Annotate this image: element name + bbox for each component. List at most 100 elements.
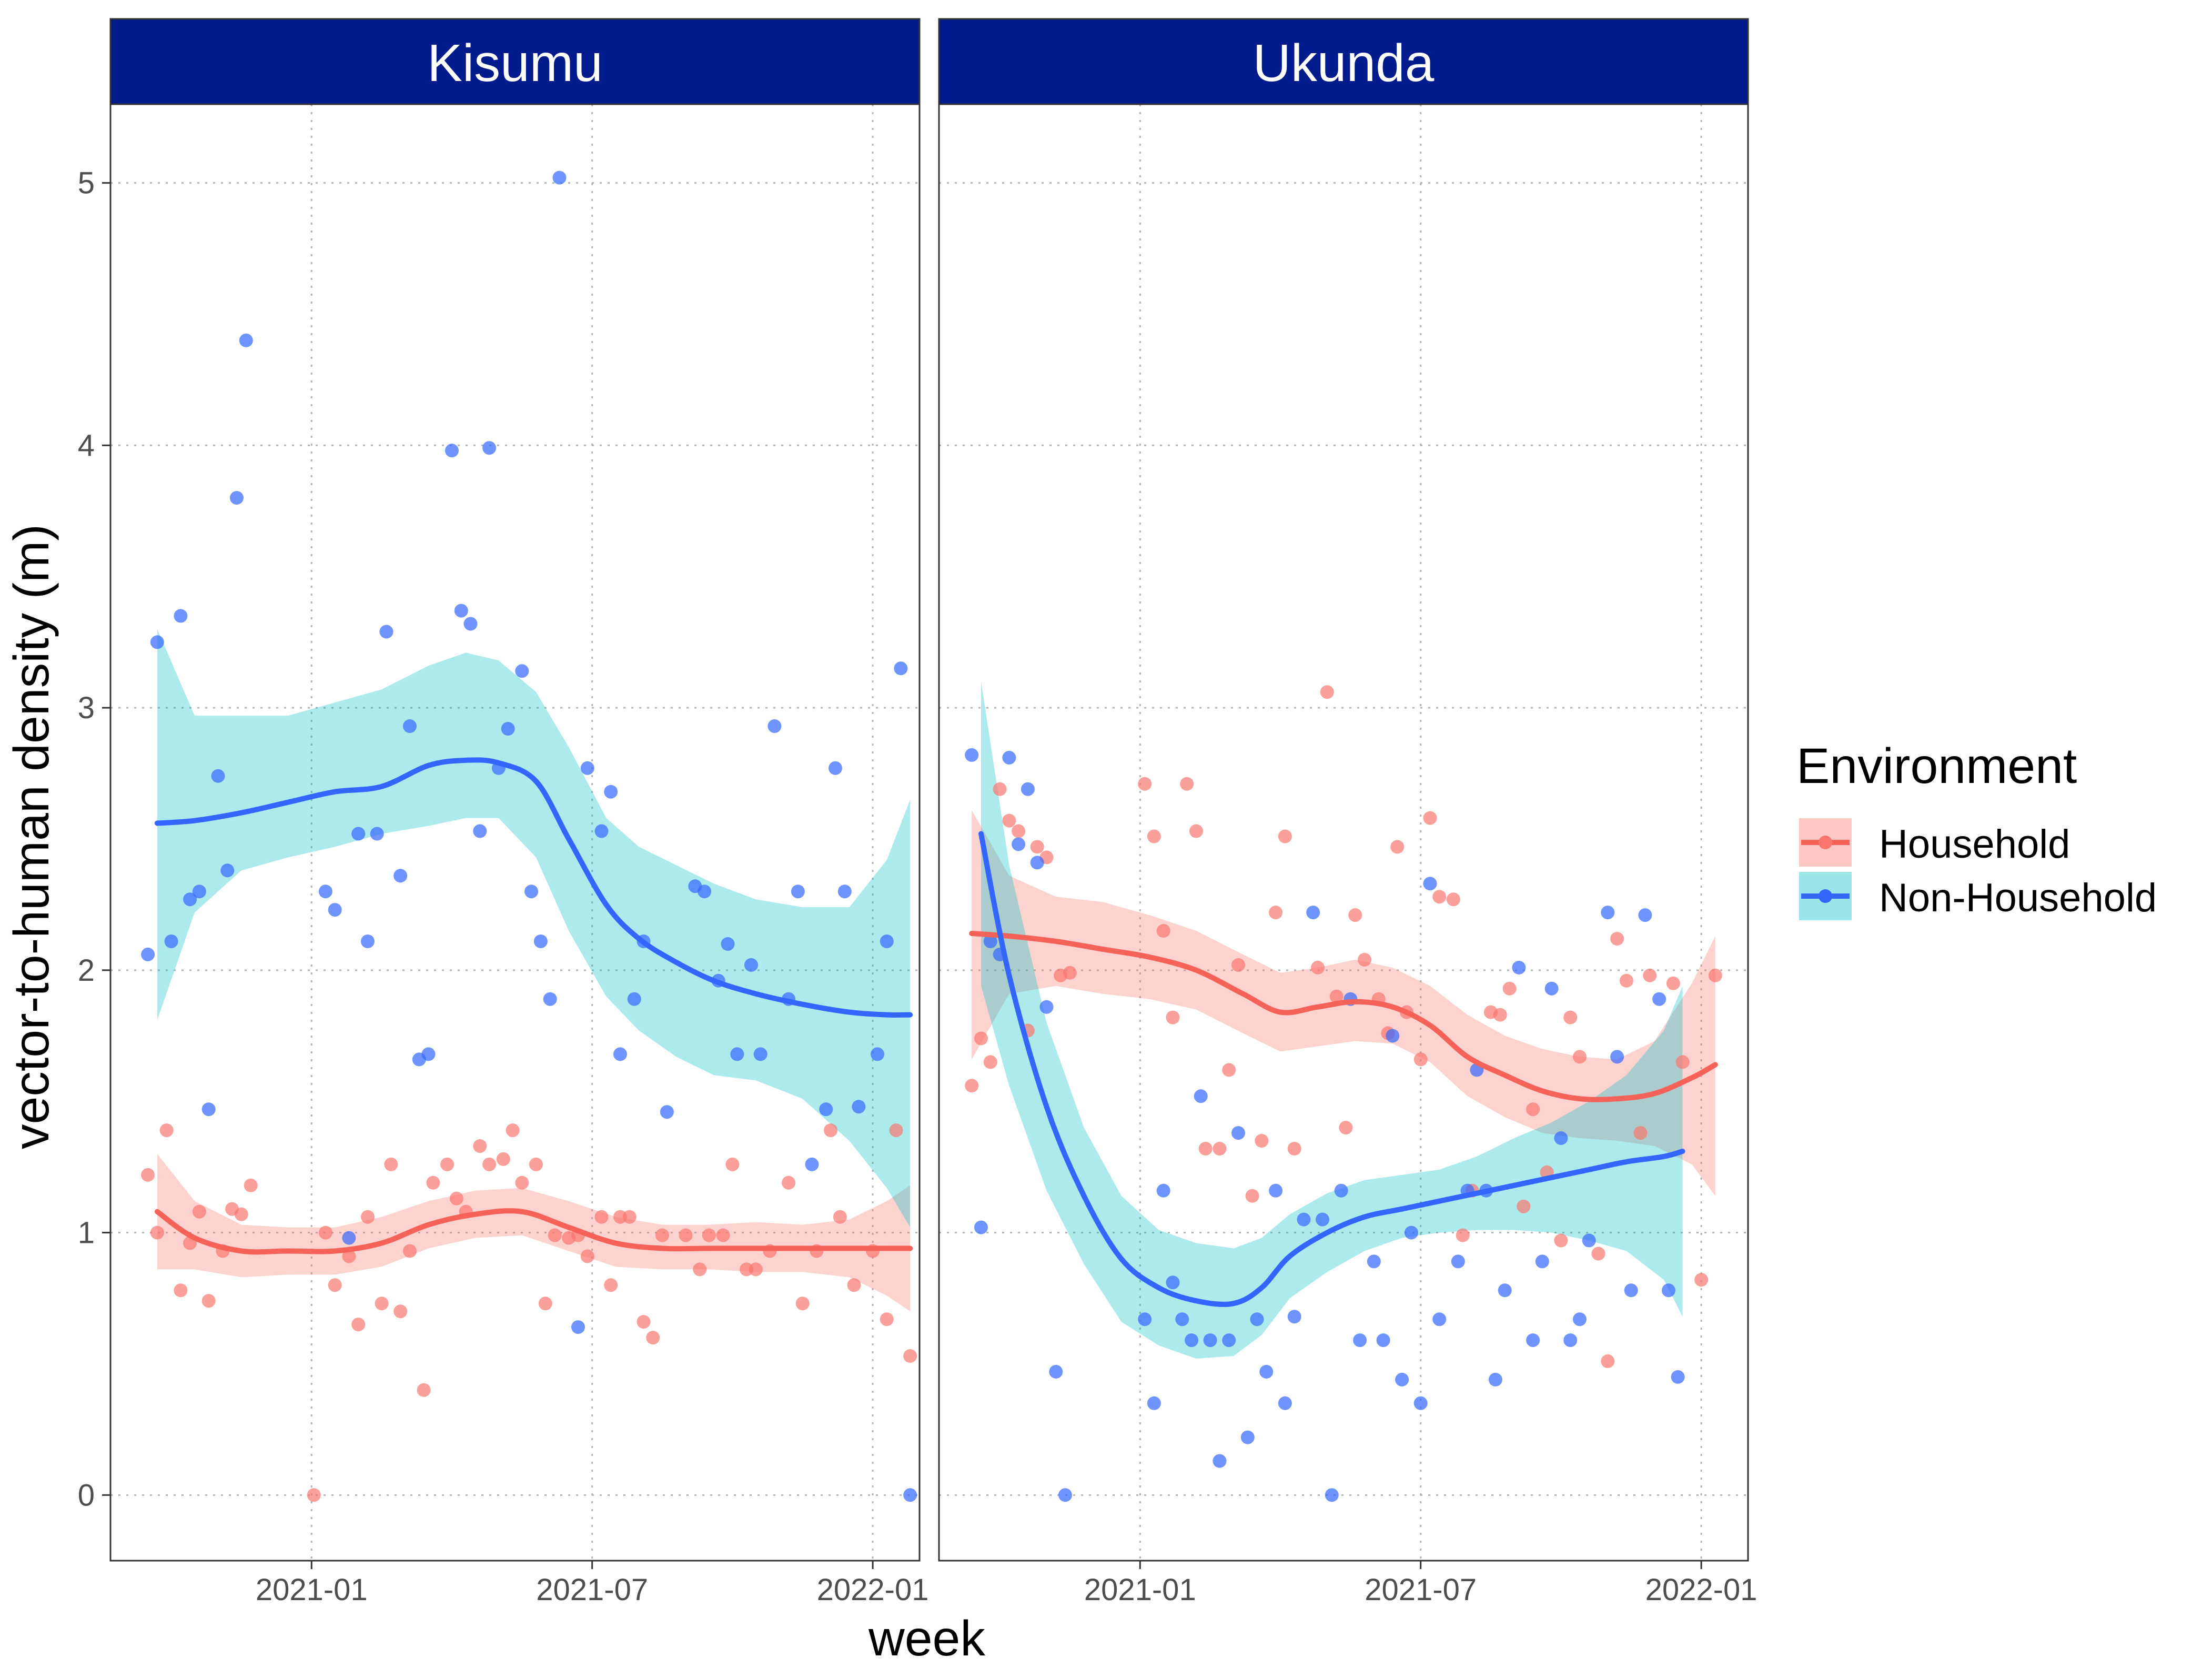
y-tick-label: 3 — [78, 691, 95, 725]
data-point-non-household-kisumu — [852, 1100, 866, 1114]
data-point-household-kisumu — [384, 1157, 398, 1171]
data-point-household-kisumu — [361, 1210, 375, 1224]
data-point-non-household-ukunda — [1404, 1225, 1418, 1240]
data-point-non-household-kisumu — [318, 885, 332, 899]
data-point-non-household-ukunda — [1203, 1333, 1217, 1348]
y-axis-title: vector-to-human density (m) — [4, 524, 59, 1149]
data-point-household-kisumu — [473, 1139, 487, 1153]
data-point-non-household-ukunda — [1316, 1212, 1329, 1227]
data-point-non-household-ukunda — [1222, 1333, 1236, 1348]
data-point-non-household-kisumu — [239, 333, 253, 347]
data-point-non-household-kisumu — [192, 885, 206, 899]
data-point-non-household-ukunda — [1671, 1370, 1685, 1384]
data-point-household-ukunda — [1643, 968, 1657, 982]
data-point-household-kisumu — [903, 1349, 917, 1363]
data-point-non-household-ukunda — [1638, 908, 1652, 922]
data-point-household-kisumu — [889, 1123, 903, 1138]
data-point-household-ukunda — [983, 1055, 997, 1069]
data-point-household-kisumu — [192, 1204, 206, 1219]
data-point-household-ukunda — [1278, 829, 1292, 843]
plot-area-ukunda — [939, 104, 1748, 1561]
data-point-non-household-ukunda — [1259, 1364, 1274, 1379]
data-point-household-kisumu — [351, 1318, 366, 1332]
data-point-non-household-ukunda — [1138, 1312, 1152, 1327]
data-point-non-household-kisumu — [753, 1047, 767, 1061]
data-point-non-household-ukunda — [1423, 877, 1437, 891]
data-point-household-kisumu — [234, 1207, 248, 1221]
data-point-non-household-kisumu — [533, 935, 548, 948]
data-point-household-ukunda — [1432, 890, 1447, 904]
data-point-non-household-kisumu — [421, 1047, 436, 1061]
data-point-non-household-kisumu — [454, 604, 468, 618]
data-point-household-ukunda — [1002, 813, 1016, 828]
data-point-household-kisumu — [159, 1123, 174, 1138]
data-point-household-ukunda — [1675, 1055, 1690, 1069]
data-point-household-kisumu — [833, 1210, 847, 1224]
data-point-household-kisumu — [403, 1244, 417, 1258]
data-point-household-ukunda — [1591, 1247, 1605, 1261]
data-point-household-ukunda — [1012, 824, 1026, 838]
data-point-non-household-ukunda — [1488, 1372, 1502, 1386]
data-point-household-kisumu — [604, 1278, 618, 1292]
data-point-household-ukunda — [1601, 1354, 1615, 1368]
x-tick-label-ukunda: 2022-01 — [1645, 1573, 1758, 1607]
data-point-non-household-kisumu — [328, 903, 342, 917]
data-point-household-kisumu — [725, 1157, 740, 1171]
data-point-non-household-ukunda — [1287, 1310, 1301, 1324]
data-point-non-household-ukunda — [1376, 1333, 1390, 1348]
data-point-non-household-kisumu — [183, 892, 197, 907]
data-point-non-household-ukunda — [1554, 1131, 1568, 1145]
data-point-household-ukunda — [1554, 1233, 1568, 1248]
data-point-non-household-ukunda — [1451, 1254, 1465, 1269]
data-point-non-household-ukunda — [1039, 1000, 1054, 1014]
data-point-household-kisumu — [328, 1278, 342, 1292]
data-point-household-ukunda — [1413, 1052, 1428, 1067]
data-point-household-ukunda — [1269, 906, 1283, 920]
data-point-non-household-kisumu — [445, 444, 459, 458]
data-point-household-ukunda — [1456, 1228, 1470, 1242]
data-point-non-household-kisumu — [580, 761, 594, 775]
data-point-household-ukunda — [1311, 960, 1325, 974]
y-tick-label: 4 — [78, 428, 95, 463]
data-point-non-household-ukunda — [1395, 1372, 1409, 1386]
data-point-household-ukunda — [1198, 1142, 1213, 1155]
data-point-non-household-kisumu — [552, 170, 567, 185]
data-point-household-ukunda — [1189, 824, 1203, 838]
data-point-non-household-kisumu — [730, 1047, 744, 1061]
strip-kisumu — [109, 18, 921, 105]
data-point-non-household-kisumu — [524, 885, 539, 899]
y-tick-label: 0 — [78, 1478, 95, 1512]
smooth-line-household-kisumu — [154, 1208, 913, 1255]
data-point-non-household-ukunda — [1058, 1488, 1072, 1502]
data-point-household-ukunda — [1063, 966, 1077, 980]
data-point-household-ukunda — [1423, 811, 1437, 825]
data-point-household-ukunda — [1231, 958, 1245, 972]
data-point-household-kisumu — [440, 1157, 454, 1171]
data-point-non-household-ukunda — [1512, 960, 1526, 974]
data-point-non-household-kisumu — [361, 935, 375, 948]
data-point-non-household-ukunda — [1297, 1212, 1311, 1227]
smooth-line-household-ukunda — [969, 931, 1718, 1102]
data-point-non-household-kisumu — [791, 885, 805, 899]
data-point-non-household-ukunda — [1661, 1283, 1675, 1298]
panel-border-kisumu — [109, 103, 921, 1562]
data-point-household-ukunda — [1348, 908, 1362, 922]
data-point-non-household-ukunda — [983, 935, 997, 948]
legend-title: Environment — [1796, 738, 2077, 794]
legend-label-non-household: Non-Household — [1879, 876, 2157, 920]
data-point-non-household-ukunda — [1166, 1275, 1180, 1290]
data-point-household-ukunda — [993, 782, 1007, 796]
data-point-non-household-kisumu — [698, 885, 712, 899]
strip-label-kisumu: Kisumu — [427, 34, 602, 93]
data-point-non-household-ukunda — [1432, 1312, 1447, 1327]
data-point-non-household-kisumu — [379, 625, 393, 639]
data-point-household-kisumu — [342, 1249, 356, 1263]
data-point-household-kisumu — [529, 1157, 543, 1171]
data-point-non-household-ukunda — [1147, 1396, 1161, 1410]
data-point-non-household-kisumu — [515, 664, 529, 678]
data-point-non-household-ukunda — [1175, 1312, 1189, 1327]
data-point-non-household-kisumu — [880, 935, 894, 948]
data-point-non-household-kisumu — [767, 719, 782, 733]
data-point-non-household-ukunda — [1012, 837, 1026, 851]
